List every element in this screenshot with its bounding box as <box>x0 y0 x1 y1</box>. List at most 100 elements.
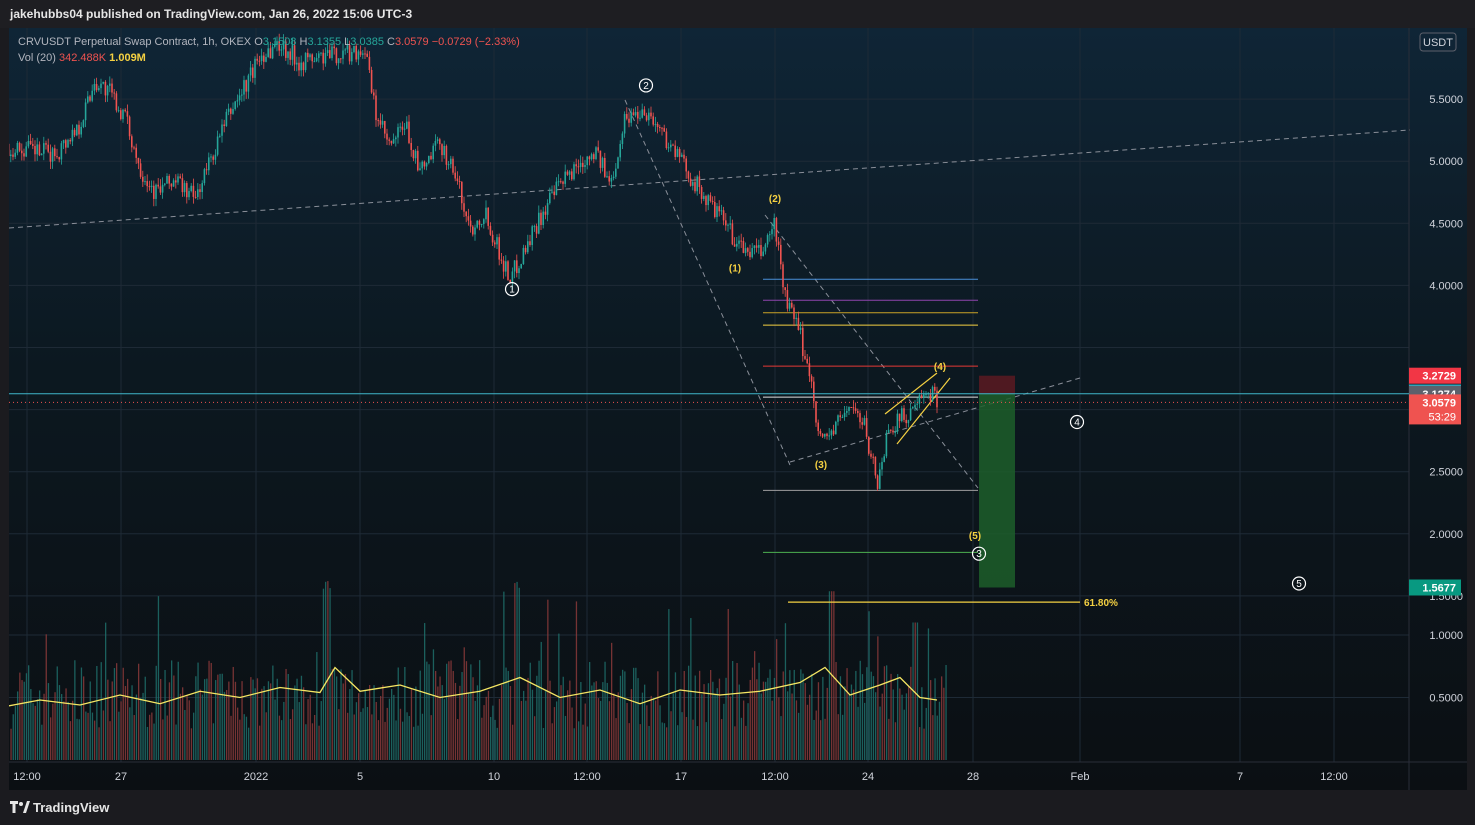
volume-bar <box>859 660 861 760</box>
price-axis-label: 3.2729 <box>1409 367 1461 384</box>
candle <box>907 420 910 424</box>
volume-bar <box>538 660 540 760</box>
volume-bar <box>417 725 419 760</box>
candle <box>839 415 841 418</box>
wave-label-circle <box>971 546 987 561</box>
legend-symbol-row: CRVUSDT Perpetual Swap Contract, 1h, OKE… <box>18 34 520 50</box>
volume-bar <box>846 668 848 760</box>
volume-bar <box>573 728 575 760</box>
time-axis-tick: 28 <box>967 771 979 783</box>
price-axis-label-bg <box>1409 579 1461 596</box>
wave-label-circle <box>1069 414 1085 430</box>
candle <box>628 118 630 123</box>
volume-bar <box>307 699 309 760</box>
candle <box>302 62 305 71</box>
candle <box>604 158 606 177</box>
candle <box>447 164 450 166</box>
volume-bar <box>212 723 215 760</box>
candle <box>608 176 610 182</box>
candle <box>210 156 212 158</box>
candle <box>764 244 767 252</box>
volume-bar <box>787 691 789 760</box>
volume-bar <box>743 700 745 760</box>
candle <box>599 150 602 168</box>
candle <box>247 75 250 92</box>
candle <box>146 181 148 187</box>
candle <box>351 52 353 62</box>
volume-bar <box>925 707 927 760</box>
wave-label-major[interactable]: 2 <box>638 78 654 93</box>
volume-bar <box>245 716 248 760</box>
candle <box>918 395 921 404</box>
volume-bar <box>718 678 721 760</box>
candle <box>300 62 302 71</box>
volume-bar <box>683 670 685 760</box>
candle <box>498 237 500 260</box>
candles-layer <box>9 33 938 491</box>
candle <box>802 327 804 357</box>
volume-bar <box>628 723 630 760</box>
volume-bar <box>633 667 635 760</box>
candle <box>419 168 421 171</box>
candle <box>390 140 393 144</box>
volume-bar <box>837 714 839 760</box>
price-chart[interactable]: 61.80% 1 2 3 4 5 (1) (2) (3) (4) (5) 5.5000 5.0000 4.… <box>9 28 1467 790</box>
candle <box>461 181 463 204</box>
candle <box>192 185 195 197</box>
currency-badge-text: USDT <box>1423 37 1453 49</box>
candle <box>881 461 883 470</box>
candle <box>452 158 454 173</box>
chart-area[interactable]: 61.80% 1 2 3 4 5 (1) (2) (3) (4) (5) 5.5000 5.0000 4.… <box>9 28 1467 790</box>
volume-bar <box>490 716 492 760</box>
candle <box>401 126 404 130</box>
volume-bar <box>428 664 430 760</box>
volume-bar <box>173 675 175 760</box>
volume-bar <box>393 694 395 760</box>
currency-badge[interactable]: USDT <box>1419 32 1457 52</box>
candle <box>483 219 485 224</box>
volume-bar <box>430 715 432 760</box>
candle <box>659 126 661 128</box>
volume-bar <box>256 678 259 760</box>
candle <box>78 124 80 135</box>
candle <box>612 176 615 178</box>
wave-label-major[interactable]: 5 <box>1291 576 1307 591</box>
wave-label-major[interactable]: 1 <box>504 282 520 297</box>
candle <box>307 52 309 58</box>
volume-bar <box>800 669 802 760</box>
wave-label-major[interactable]: 4 <box>1069 414 1085 430</box>
candle <box>161 184 164 193</box>
candle <box>733 244 736 247</box>
candle <box>164 183 166 185</box>
candle <box>762 251 764 256</box>
volume-bar <box>373 685 375 760</box>
candle <box>16 142 19 153</box>
volume-bar <box>63 701 65 760</box>
volume-bar <box>674 672 677 760</box>
volume-bar <box>74 660 76 760</box>
candle <box>936 390 938 408</box>
volume-bar <box>553 707 556 760</box>
price-axis-tick: 0.5000 <box>1429 693 1463 705</box>
volume-bar <box>872 676 875 760</box>
candle <box>227 108 230 112</box>
candle <box>848 407 850 411</box>
candle <box>621 133 624 144</box>
wave-label-major[interactable]: 3 <box>971 546 987 561</box>
volume-bar <box>938 701 941 760</box>
candle <box>727 224 729 226</box>
volume-bar <box>699 670 701 760</box>
candle <box>584 165 586 167</box>
candle <box>760 245 762 256</box>
volume-bar <box>811 673 813 760</box>
candle <box>106 85 109 96</box>
volume-bar <box>769 669 771 760</box>
volume-bar <box>318 725 320 760</box>
volume-bar <box>305 724 307 760</box>
volume-bar <box>278 715 281 760</box>
candle <box>265 56 267 62</box>
candle <box>93 84 96 91</box>
volume-bar <box>39 690 41 760</box>
volume-bar <box>382 685 384 760</box>
candle <box>577 166 580 168</box>
